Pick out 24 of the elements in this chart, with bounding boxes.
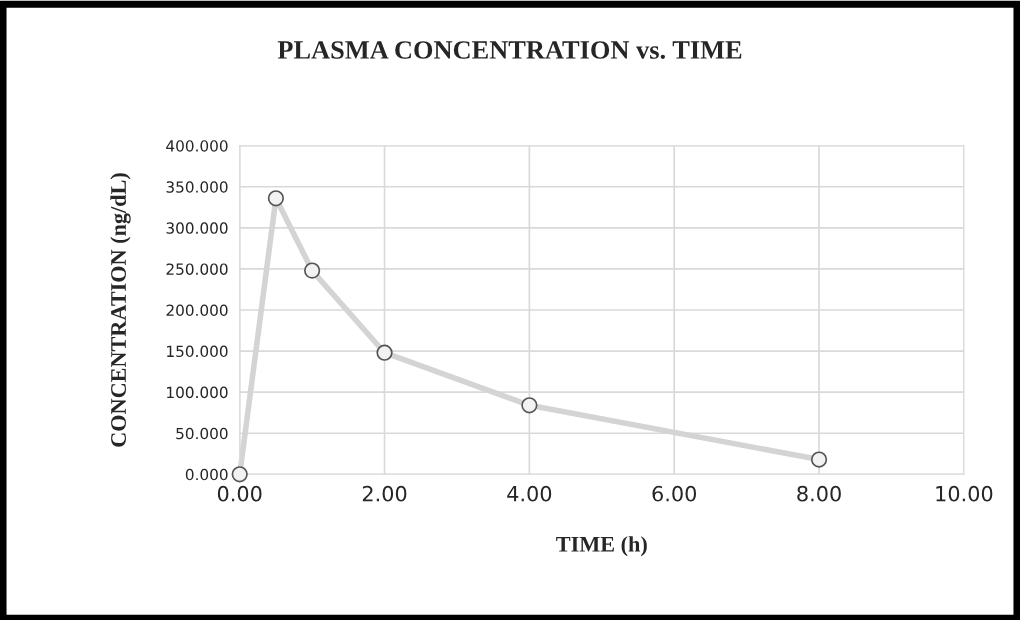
- point: [267, 190, 285, 207]
- x-tick-label: 6.00: [652, 485, 697, 502]
- y-tick-label: 300.000: [166, 222, 228, 234]
- y-tick-label: 400.000: [166, 140, 228, 152]
- y-tick-label: 150.000: [167, 345, 228, 358]
- y-axis-title: CONCENTRATION (ng/dL): [110, 173, 131, 447]
- chart-title: PLASMA CONCENTRATION vs. TIME: [277, 41, 742, 59]
- y-tick-label: 0.000: [185, 468, 228, 481]
- y-tick-label: 250.000: [166, 263, 228, 275]
- point: [304, 262, 321, 279]
- point: [376, 344, 393, 361]
- x-tick-label: 0.00: [217, 485, 262, 502]
- y-tick-label: 350.000: [166, 181, 228, 193]
- x-axis-title: TIME (h): [556, 536, 647, 557]
- point: [810, 451, 828, 468]
- y-tick-label: 50.000: [176, 427, 228, 440]
- x-tick-label: 2.00: [362, 485, 407, 502]
- point: [521, 397, 538, 414]
- y-tick-label: 200.000: [166, 304, 228, 317]
- x-tick-label: 4.00: [507, 485, 552, 502]
- x-tick-label: 8.00: [797, 485, 841, 502]
- point: [231, 466, 248, 483]
- x-tick-label: 10.00: [936, 485, 993, 502]
- y-tick-label: 100.000: [167, 386, 228, 399]
